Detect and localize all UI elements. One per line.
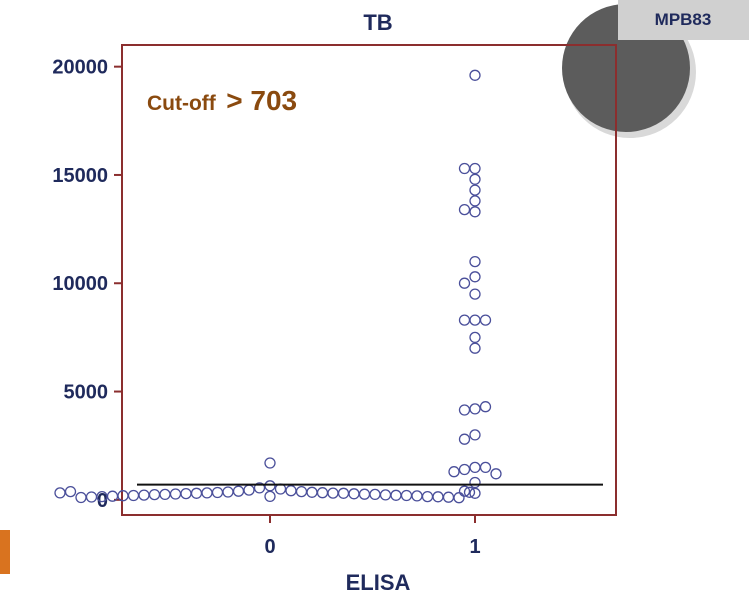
y-tick-label: 15000 [52, 165, 108, 187]
data-point [253, 482, 266, 494]
data-point [469, 271, 481, 283]
data-point [458, 433, 471, 445]
data-point [458, 203, 471, 216]
data-point [232, 485, 245, 497]
data-point [358, 488, 371, 500]
x-axis-title: ELISA [346, 570, 411, 595]
data-point [442, 491, 455, 503]
data-point [469, 195, 481, 207]
data-point [75, 491, 87, 504]
data-point [264, 480, 276, 492]
data-point [327, 487, 339, 499]
data-point [400, 489, 413, 502]
plot-frame [121, 44, 617, 516]
data-point [64, 485, 77, 498]
badge-background [618, 0, 749, 40]
x-tick-label: 0 [264, 536, 275, 558]
data-point [469, 461, 481, 474]
data-point [469, 69, 481, 81]
data-point [448, 466, 460, 478]
data-point [54, 487, 66, 499]
data-point [369, 488, 381, 501]
data-point [469, 331, 481, 344]
data-point [295, 485, 308, 498]
x-tick-label: 1 [469, 536, 480, 558]
data-point [264, 457, 276, 469]
data-point [469, 429, 481, 441]
data-point [148, 488, 161, 501]
data-point [469, 206, 481, 218]
data-point [469, 255, 481, 268]
data-point [243, 484, 255, 496]
y-tick-label: 20000 [52, 57, 108, 79]
data-point [421, 490, 434, 503]
data-point [479, 314, 492, 326]
data-point [180, 487, 192, 500]
data-point [458, 277, 471, 289]
data-point [458, 485, 471, 497]
y-tick-label: 5000 [64, 382, 109, 404]
chart-title: TB [363, 10, 392, 35]
data-point [390, 489, 402, 501]
data-point [348, 488, 360, 500]
data-point [264, 490, 276, 503]
data-point [479, 401, 492, 413]
data-point [490, 468, 502, 480]
data-point [306, 486, 318, 498]
data-point [458, 463, 471, 476]
data-point [169, 488, 182, 500]
data-point [411, 490, 423, 502]
cutoff-annotation-value: > 703 [226, 85, 297, 116]
data-point [138, 489, 150, 501]
data-point [479, 461, 492, 474]
y-tick-label: 10000 [52, 273, 108, 295]
data-point [469, 184, 481, 196]
data-point [453, 492, 465, 504]
data-point [463, 486, 476, 498]
y-tick-label: 0 [97, 490, 108, 512]
cutoff-annotation: Cut-off > 703 [147, 85, 297, 116]
data-point [211, 486, 224, 499]
data-point [458, 404, 471, 416]
data-point [127, 489, 140, 502]
data-point [469, 314, 481, 326]
data-point [469, 403, 481, 415]
orange-accent-bar [0, 530, 10, 574]
y-axis: 0 5000 10000 15000 20000 [52, 57, 122, 512]
data-point [469, 342, 481, 354]
data-point [458, 162, 471, 175]
data-point [190, 487, 203, 499]
data-point [222, 486, 234, 498]
data-point [201, 487, 213, 499]
data-point [106, 490, 119, 502]
data-point [469, 162, 481, 175]
data-point [432, 491, 444, 503]
data-point [469, 173, 481, 185]
data-point [337, 487, 350, 499]
data-point [469, 288, 481, 300]
badge-label: MPB83 [655, 10, 712, 29]
data-point [316, 487, 329, 499]
data-point [285, 485, 297, 497]
data-point [469, 476, 481, 489]
data-point [85, 491, 98, 503]
data-point [469, 487, 481, 499]
data-points [54, 69, 502, 504]
data-point [159, 488, 171, 501]
data-point [379, 489, 392, 501]
cutoff-annotation-prefix: Cut-off [147, 92, 217, 115]
data-point [458, 314, 471, 326]
